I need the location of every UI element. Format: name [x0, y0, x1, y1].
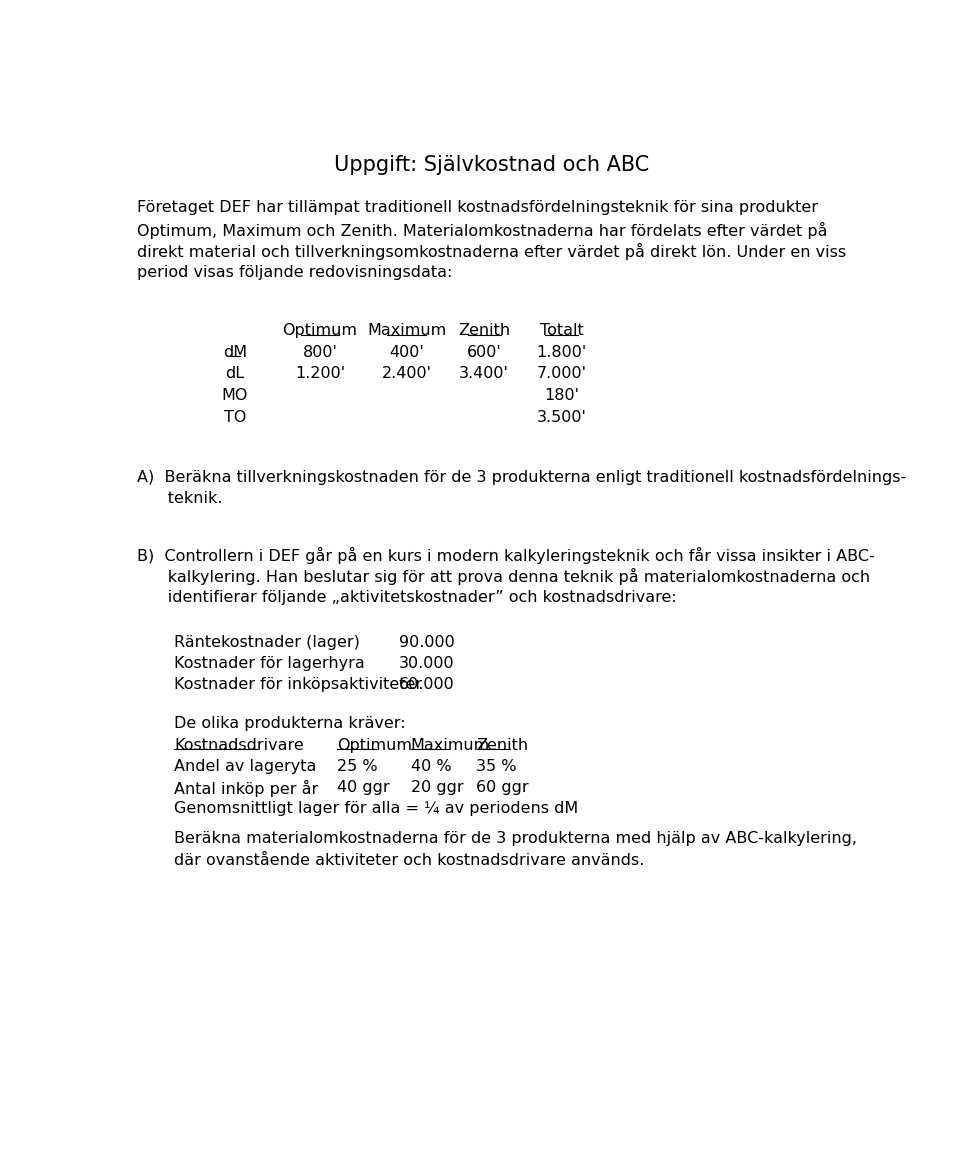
Text: B)  Controllern i DEF går på en kurs i modern kalkyleringsteknik och får vissa i: B) Controllern i DEF går på en kurs i mo… — [137, 547, 875, 563]
Text: identifierar följande „aktivitetskostnader” och kostnadsdrivare:: identifierar följande „aktivitetskostnad… — [137, 590, 677, 605]
Text: 40 ggr: 40 ggr — [337, 780, 390, 795]
Text: Optimum: Optimum — [282, 323, 357, 338]
Text: De olika produkterna kräver:: De olika produkterna kräver: — [175, 715, 406, 730]
Text: A)  Beräkna tillverkningskostnaden för de 3 produkterna enligt traditionell kost: A) Beräkna tillverkningskostnaden för de… — [137, 470, 906, 485]
Text: Optimum: Optimum — [337, 737, 412, 752]
Text: Optimum, Maximum och Zenith. Materialomkostnaderna har fördelats efter värdet på: Optimum, Maximum och Zenith. Materialomk… — [137, 222, 828, 239]
Text: Företaget DEF har tillämpat traditionell kostnadsfördelningsteknik för sina prod: Företaget DEF har tillämpat traditionell… — [137, 200, 818, 215]
Text: MO: MO — [222, 388, 248, 403]
Text: 800': 800' — [302, 345, 337, 360]
Text: 60 ggr: 60 ggr — [476, 780, 529, 795]
Text: teknik.: teknik. — [137, 492, 223, 507]
Text: 90.000: 90.000 — [399, 635, 455, 650]
Text: Totalt: Totalt — [540, 323, 584, 338]
Text: 7.000': 7.000' — [537, 367, 587, 382]
Text: kalkylering. Han beslutar sig för att prova denna teknik på materialomkostnadern: kalkylering. Han beslutar sig för att pr… — [137, 568, 870, 585]
Text: Maximum: Maximum — [411, 737, 490, 752]
Text: Genomsnittligt lager för alla = ¼ av periodens dM: Genomsnittligt lager för alla = ¼ av per… — [175, 801, 579, 816]
Text: Zenith: Zenith — [458, 323, 511, 338]
Text: 600': 600' — [467, 345, 502, 360]
Text: Antal inköp per år: Antal inköp per år — [175, 780, 319, 797]
Text: Andel av lageryta: Andel av lageryta — [175, 759, 317, 774]
Text: 2.400': 2.400' — [382, 367, 432, 382]
Text: 30.000: 30.000 — [399, 655, 455, 670]
Text: 400': 400' — [390, 345, 424, 360]
Text: 60.000: 60.000 — [399, 676, 455, 691]
Text: dM: dM — [223, 345, 247, 360]
Text: där ovanstående aktiviteter och kostnadsdrivare används.: där ovanstående aktiviteter och kostnads… — [175, 853, 644, 868]
Text: TO: TO — [224, 410, 246, 425]
Text: Zenith: Zenith — [476, 737, 529, 752]
Text: direkt material och tillverkningsomkostnaderna efter värdet på direkt lön. Under: direkt material och tillverkningsomkostn… — [137, 243, 846, 260]
Text: 35 %: 35 % — [476, 759, 517, 774]
Text: Uppgift: Självkostnad och ABC: Uppgift: Självkostnad och ABC — [334, 156, 650, 175]
Text: 180': 180' — [544, 388, 579, 403]
Text: 3.500': 3.500' — [537, 410, 587, 425]
Text: Kostnader för lagerhyra: Kostnader för lagerhyra — [175, 655, 365, 670]
Text: period visas följande redovisningsdata:: period visas följande redovisningsdata: — [137, 264, 452, 279]
Text: 25 %: 25 % — [337, 759, 377, 774]
Text: 20 ggr: 20 ggr — [411, 780, 464, 795]
Text: Kostnader för inköpsaktiviteter: Kostnader för inköpsaktiviteter — [175, 676, 422, 691]
Text: Maximum: Maximum — [367, 323, 446, 338]
Text: dL: dL — [226, 367, 244, 382]
Text: 40 %: 40 % — [411, 759, 451, 774]
Text: 1.200': 1.200' — [295, 367, 345, 382]
Text: Räntekostnader (lager): Räntekostnader (lager) — [175, 635, 360, 650]
Text: Kostnadsdrivare: Kostnadsdrivare — [175, 737, 304, 752]
Text: 3.400': 3.400' — [459, 367, 509, 382]
Text: Beräkna materialomkostnaderna för de 3 produkterna med hjälp av ABC-kalkylering,: Beräkna materialomkostnaderna för de 3 p… — [175, 832, 857, 847]
Text: 1.800': 1.800' — [537, 345, 587, 360]
